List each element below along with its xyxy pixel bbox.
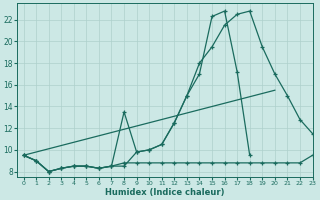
- X-axis label: Humidex (Indice chaleur): Humidex (Indice chaleur): [105, 188, 225, 197]
